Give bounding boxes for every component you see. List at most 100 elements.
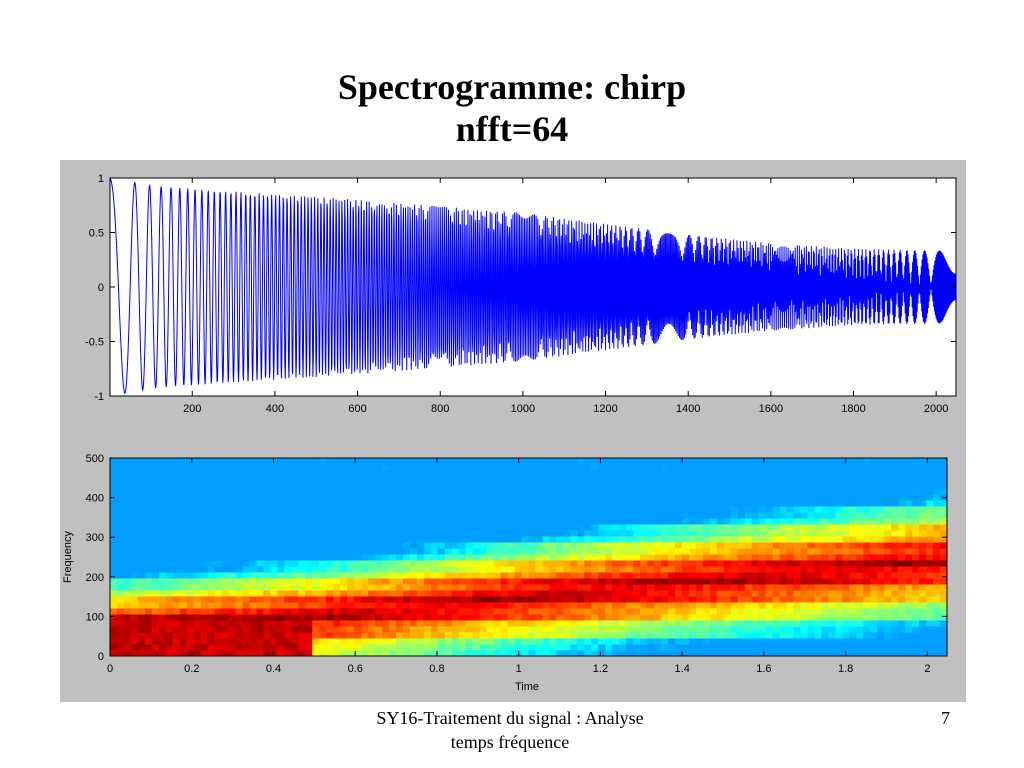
- spectrogram-cell: [584, 518, 592, 525]
- spectrogram-cell: [479, 578, 488, 585]
- spectrogram-cell: [633, 500, 641, 507]
- spectrogram-cell: [158, 566, 167, 573]
- spectrogram-cell: [793, 488, 802, 495]
- spectrogram-cell: [619, 470, 627, 477]
- spectrogram-cell: [277, 500, 285, 507]
- spectrogram-cell: [577, 626, 585, 633]
- spectrogram-cell: [312, 554, 320, 561]
- spectrogram-cell: [451, 488, 460, 495]
- spectrogram-cell: [409, 560, 418, 567]
- spectrogram-cell: [221, 560, 230, 567]
- spectrogram-cell: [193, 524, 202, 531]
- spectrogram-cell: [479, 566, 488, 573]
- spectrogram-cell: [765, 524, 774, 531]
- spectrogram-cell: [340, 626, 348, 633]
- spectrogram-cell: [765, 470, 774, 477]
- spectrogram-cell: [891, 566, 899, 573]
- spectrogram-cell: [577, 644, 585, 651]
- spectrogram-cell: [263, 530, 271, 537]
- spectrogram-cell: [884, 650, 892, 657]
- spectrogram-cell: [884, 644, 892, 651]
- spectrogram-cell: [151, 590, 160, 597]
- spectrogram-cell: [905, 632, 913, 639]
- spectrogram-cell: [277, 620, 285, 627]
- spectrogram-cell: [633, 608, 641, 615]
- spectrogram-cell: [179, 626, 188, 633]
- spectrogram-cell: [842, 566, 850, 573]
- spectrogram-cell: [263, 614, 271, 621]
- spectrogram-cell: [737, 536, 746, 543]
- spectrogram-cell: [856, 620, 864, 627]
- spectrogram-cell: [458, 464, 467, 471]
- spectrogram-cell: [856, 632, 864, 639]
- spectrogram-cell: [528, 482, 536, 489]
- spectrogram-cell: [507, 614, 516, 621]
- spectrogram-cell: [312, 476, 320, 483]
- spectrogram-cell: [605, 554, 613, 561]
- spectrogram-cell: [375, 638, 383, 645]
- spectrogram-cell: [389, 620, 397, 627]
- spectrogram-cell: [933, 602, 941, 609]
- spectrogram-cell: [437, 494, 446, 501]
- spectrogram-cell: [772, 530, 781, 537]
- spectrogram-cell: [598, 626, 606, 633]
- spectrogram-cell: [737, 596, 746, 603]
- spectrogram-cell: [612, 560, 620, 567]
- spectrogram-cell: [619, 614, 627, 621]
- spectrogram-cell: [228, 590, 237, 597]
- spectrogram-cell: [193, 608, 202, 615]
- spectrogram-cell: [333, 470, 341, 477]
- spectrogram-cell: [507, 554, 516, 561]
- spectrogram-cell: [465, 638, 474, 645]
- spectrogram-cell: [668, 470, 676, 477]
- spectrogram-cell: [221, 512, 230, 519]
- spectrogram-cell: [347, 458, 355, 465]
- spectrogram-cell: [898, 584, 906, 591]
- spectrogram-cell: [584, 566, 592, 573]
- spectrogram-cell: [249, 644, 257, 651]
- spectrogram-cell: [472, 632, 481, 639]
- spectrogram-cell: [647, 584, 655, 591]
- spectrogram-cell: [800, 482, 808, 489]
- spectrogram-cell: [312, 578, 320, 585]
- spectrogram-cell: [514, 644, 523, 651]
- spectrogram-cell: [465, 572, 474, 579]
- spectrogram-cell: [884, 482, 892, 489]
- spectrogram-cell: [842, 470, 850, 477]
- spectrogram-cell: [437, 524, 446, 531]
- spectrogram-cell: [151, 542, 160, 549]
- spectrogram-cell: [354, 590, 362, 597]
- spectrogram-cell: [716, 536, 725, 543]
- spectrogram-cell: [235, 494, 244, 501]
- spectrogram-cell: [856, 638, 864, 645]
- spectrogram-cell: [591, 542, 599, 549]
- spectrogram-cell: [437, 536, 446, 543]
- spectrogram-cell: [668, 488, 676, 495]
- spectrogram-cell: [765, 548, 774, 555]
- spectrogram-cell: [284, 626, 292, 633]
- spectrogram-cell: [116, 638, 125, 645]
- spectrogram-cell: [556, 608, 564, 615]
- spectrogram-cell: [807, 644, 815, 651]
- spectrogram-cell: [479, 614, 488, 621]
- spectrogram-cell: [940, 512, 948, 519]
- spectrogram-cell: [200, 542, 209, 549]
- spectrogram-cell: [507, 530, 516, 537]
- spectrogram-cell: [835, 644, 843, 651]
- spectrogram-cell: [423, 602, 432, 609]
- spectrogram-cell: [263, 548, 271, 555]
- spectrogram-cell: [416, 626, 425, 633]
- spectrogram-cell: [563, 530, 571, 537]
- spectrogram-cell: [458, 542, 467, 549]
- spectrogram-cell: [361, 590, 369, 597]
- spectrogram-cell: [528, 602, 536, 609]
- spectrogram-cell: [849, 548, 857, 555]
- spectrogram-cell: [179, 506, 188, 513]
- spectrogram-cell: [905, 644, 913, 651]
- spectrogram-cell: [716, 596, 725, 603]
- spectrogram-cell: [270, 560, 278, 567]
- spectrogram-cell: [598, 638, 606, 645]
- spectrogram-cell: [326, 458, 334, 465]
- spectrogram-cell: [814, 554, 822, 561]
- spectrogram-cell: [521, 572, 529, 579]
